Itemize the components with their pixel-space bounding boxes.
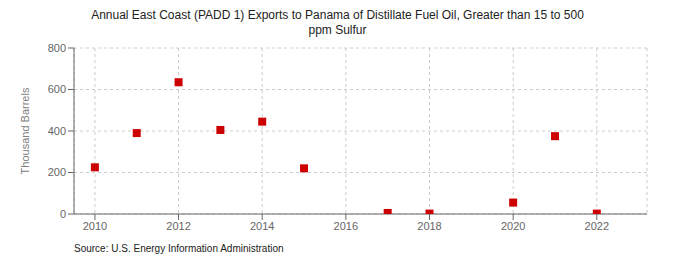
svg-text:Thousand Barrels: Thousand Barrels <box>19 87 31 174</box>
html-text:Annual East Coast (PADD 1) Exp: Annual East Coast (PADD 1) Exports to Pa… <box>91 8 584 22</box>
svg-text:2022: 2022 <box>585 220 609 232</box>
svg-text:2014: 2014 <box>250 220 274 232</box>
svg-text:0: 0 <box>60 208 66 220</box>
svg-text:2016: 2016 <box>334 220 358 232</box>
svg-text:2010: 2010 <box>83 220 107 232</box>
svg-text:800: 800 <box>48 42 66 54</box>
svg-text:400: 400 <box>48 125 66 137</box>
svg-text:2020: 2020 <box>501 220 525 232</box>
svg-text:600: 600 <box>48 83 66 95</box>
html-text:ppm Sulfur: ppm Sulfur <box>308 23 367 37</box>
svg-text:2012: 2012 <box>166 220 190 232</box>
svg-text:200: 200 <box>48 166 66 178</box>
html-text:Source: U.S. Energy Informatio: Source: U.S. Energy Information Administ… <box>74 243 284 254</box>
svg-text:2018: 2018 <box>417 220 441 232</box>
